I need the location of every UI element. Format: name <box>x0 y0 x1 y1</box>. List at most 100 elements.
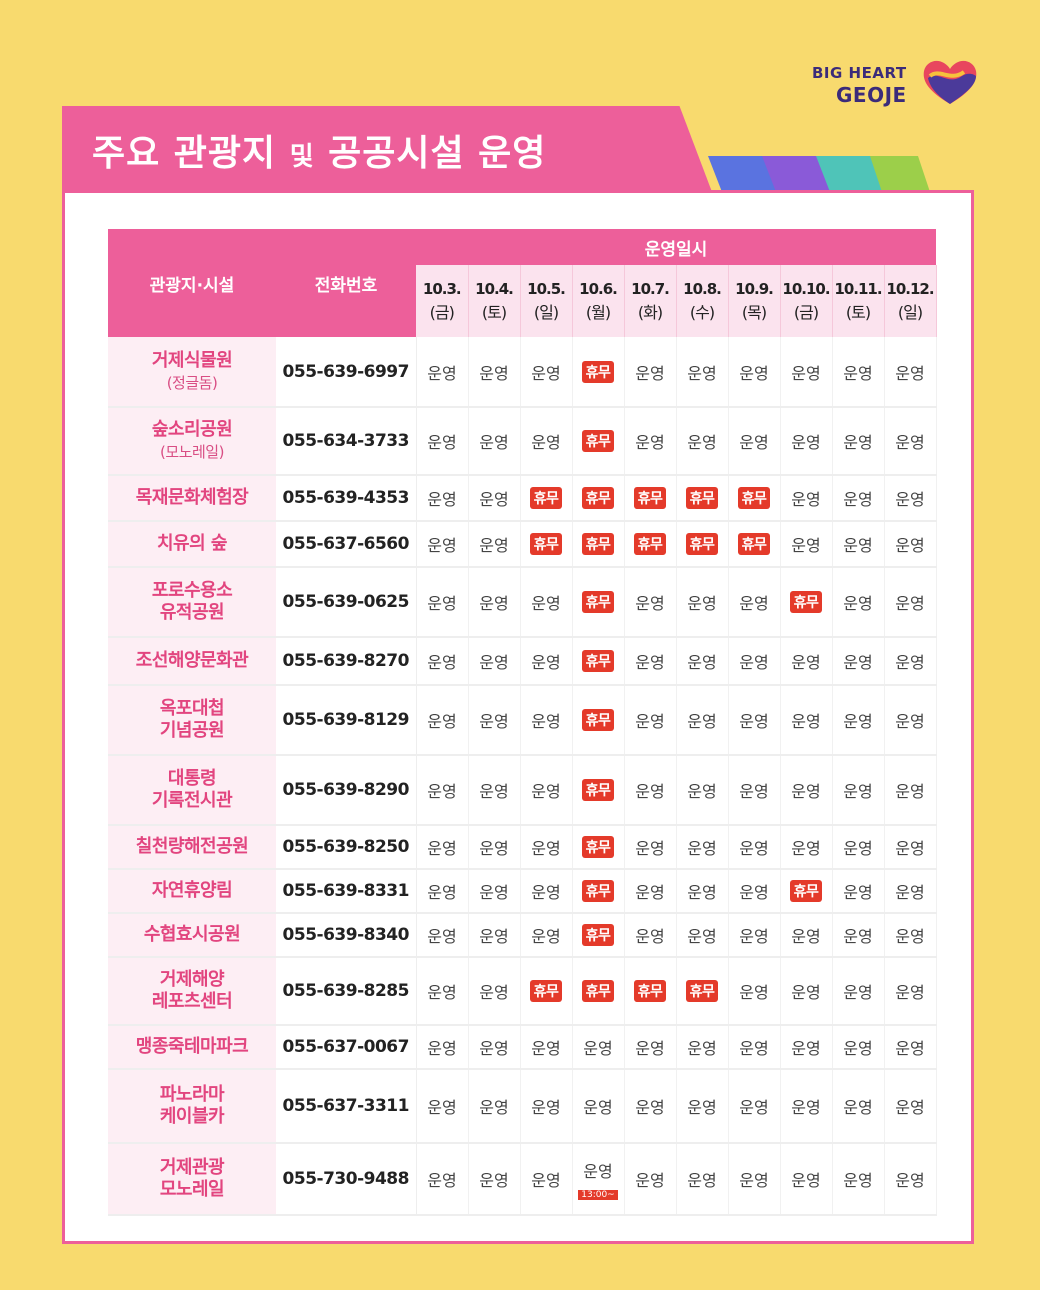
status-closed-badge: 휴무 <box>581 591 615 613</box>
table-row: 거제관광 모노레일 055-730-9488 운영 운영 운영 운영 13:00~ 운영 운영 운영… <box>108 1143 937 1216</box>
status-open-label: 운영 <box>427 536 457 555</box>
status-cell: 운영 <box>416 637 469 686</box>
title-rest: 공공시설 운영 <box>328 133 547 174</box>
status-cell: 운영 <box>468 337 521 408</box>
status-cell: 휴무 <box>572 869 625 914</box>
status-cell: 운영 <box>728 913 781 958</box>
date-label: 10.3. <box>422 280 462 298</box>
status-cell: 운영 <box>468 1025 521 1070</box>
status-cell: 운영 <box>832 685 885 756</box>
status-open-label: 운영 <box>739 712 769 731</box>
weekday-label: (토) <box>481 303 507 322</box>
date-header: 10.3. (금) <box>416 265 469 337</box>
facility-name-cell: 거제관광 모노레일 <box>108 1143 276 1216</box>
phone-number: 055-639-8331 <box>276 869 417 914</box>
status-cell: 운영 <box>676 1143 729 1216</box>
date-label: 10.7. <box>631 280 670 298</box>
status-cell: 운영 <box>780 637 833 686</box>
table-row: 대통령 기록전시관 055-639-8290 운영 운영 운영 휴무 운영 운영 운영 운영 운영 운영 <box>108 755 937 826</box>
facility-name: 대통령 <box>167 768 217 789</box>
status-cell: 운영 <box>676 755 729 826</box>
header-phone: 전화번호 <box>276 229 416 337</box>
status-cell: 운영 <box>780 1069 833 1144</box>
status-cell: 운영 <box>468 1143 521 1216</box>
status-cell: 운영 <box>468 913 521 958</box>
facility-subname: 유적공원 <box>159 602 225 623</box>
date-label: 10.10. <box>782 280 830 298</box>
date-header: 10.8. (수) <box>676 265 729 337</box>
date-label: 10.4. <box>475 280 514 298</box>
status-closed-badge: 휴무 <box>633 980 667 1002</box>
status-cell: 운영 <box>832 521 885 568</box>
status-open-label: 운영 <box>739 983 769 1002</box>
status-cell: 운영 <box>416 475 469 522</box>
status-open-label: 운영 <box>739 1171 769 1190</box>
status-cell: 운영 <box>884 1069 937 1144</box>
facility-name-cell: 파노라마 케이블카 <box>108 1069 276 1144</box>
status-cell: 운영 <box>728 567 781 638</box>
status-open-label: 운영 <box>895 433 925 452</box>
status-open-label: 운영 <box>479 594 509 613</box>
status-open-label: 운영 <box>427 839 457 858</box>
status-open-label: 운영 <box>479 490 509 509</box>
status-open-label: 운영 <box>479 927 509 946</box>
status-open-label: 운영 <box>427 983 457 1002</box>
status-closed-badge: 휴무 <box>789 591 823 613</box>
weekday-label: (일) <box>897 303 923 322</box>
status-open-label: 운영 <box>479 712 509 731</box>
phone-number: 055-639-8250 <box>276 825 417 870</box>
weekday-label: (월) <box>585 303 611 322</box>
facility-name-cell: 옥포대첩 기념공원 <box>108 685 276 756</box>
status-closed-badge: 휴무 <box>685 487 719 509</box>
status-open-label: 운영 <box>739 433 769 452</box>
facility-name: 수협효시공원 <box>143 924 241 945</box>
status-open-label: 운영 <box>895 782 925 801</box>
status-cell: 운영 <box>624 755 677 826</box>
date-label: 10.9. <box>735 280 774 298</box>
status-cell: 운영 <box>884 869 937 914</box>
status-open-label: 운영 <box>895 594 925 613</box>
status-cell: 운영 <box>780 337 833 408</box>
status-cell: 운영 <box>520 337 573 408</box>
status-closed-badge: 휴무 <box>789 880 823 902</box>
status-open-label: 운영 <box>687 1098 717 1117</box>
status-cell: 운영 <box>728 337 781 408</box>
table-row: 목재문화체험장 055-639-4353 운영 운영 휴무 휴무 휴무 휴무 휴무 운영 운영 운영 <box>108 475 937 522</box>
status-cell: 운영 <box>416 1143 469 1216</box>
facility-name-cell: 목재문화체험장 <box>108 475 276 522</box>
status-cell: 운영 <box>728 825 781 870</box>
status-cell: 운영 <box>884 521 937 568</box>
status-cell: 운영 <box>676 913 729 958</box>
phone-number: 055-730-9488 <box>276 1143 417 1216</box>
status-cell: 운영 <box>780 825 833 870</box>
status-open-label: 운영 <box>531 883 561 902</box>
facility-name: 치유의 숲 <box>156 533 228 554</box>
status-open-label: 운영 <box>843 839 873 858</box>
status-open-label: 운영 <box>687 1171 717 1190</box>
status-open-label: 운영 <box>531 1098 561 1117</box>
status-cell: 휴무 <box>520 957 573 1026</box>
status-open-label: 운영 <box>427 1098 457 1117</box>
status-cell: 운영 <box>520 869 573 914</box>
status-open-label: 운영 <box>895 536 925 555</box>
weekday-label: (금) <box>429 303 455 322</box>
table-row: 칠천량해전공원 055-639-8250 운영 운영 운영 휴무 운영 운영 운영 운영 운영 운영 <box>108 825 937 870</box>
status-open-label: 운영 <box>687 782 717 801</box>
status-open-label: 운영 <box>427 433 457 452</box>
status-open-label: 운영 <box>635 839 665 858</box>
header-facility: 관광지·시설 <box>108 229 276 337</box>
status-cell: 운영 <box>468 567 521 638</box>
status-open-label: 운영 <box>635 927 665 946</box>
status-cell: 운영 <box>520 1025 573 1070</box>
date-label: 10.12. <box>886 280 934 298</box>
facility-name-cell: 치유의 숲 <box>108 521 276 568</box>
status-cell: 운영 <box>780 1025 833 1070</box>
status-closed-badge: 휴무 <box>581 924 615 946</box>
status-cell: 운영 <box>416 521 469 568</box>
phone-number: 055-637-6560 <box>276 521 417 568</box>
status-cell: 운영 <box>572 1025 625 1070</box>
status-open-label: 운영 <box>687 1039 717 1058</box>
status-cell: 운영 <box>832 337 885 408</box>
status-open-label: 운영 <box>791 363 821 383</box>
status-closed-badge: 휴무 <box>581 980 615 1002</box>
